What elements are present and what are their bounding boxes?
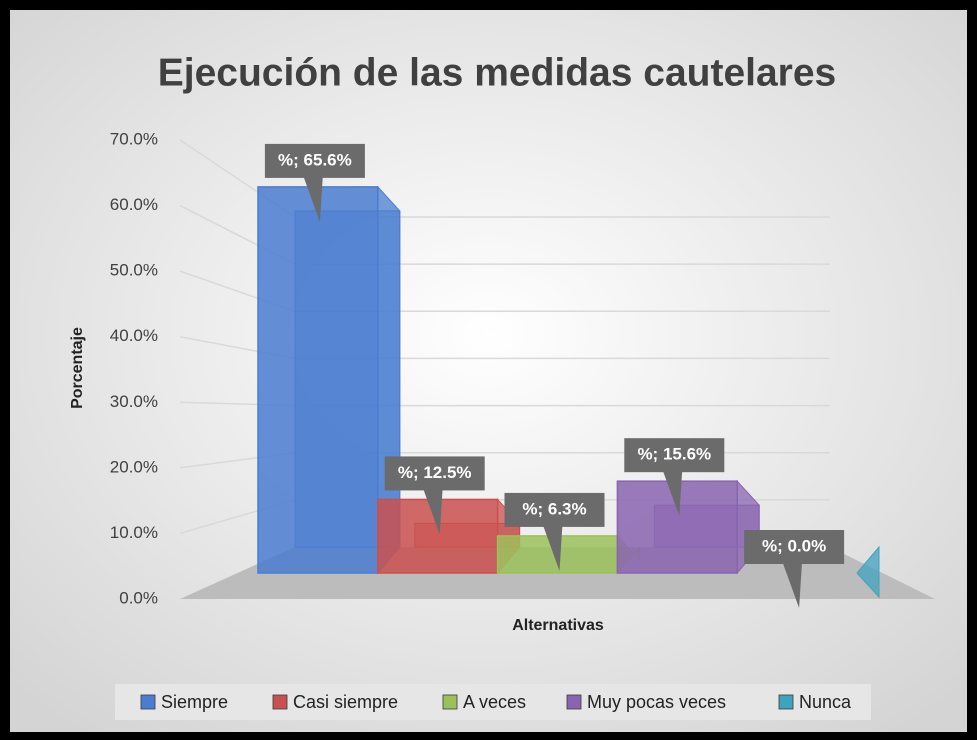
legend-label: Casi siempre <box>293 692 398 712</box>
data-label: %; 0.0% <box>762 536 826 555</box>
data-label-box <box>624 438 725 473</box>
y-tick-label: 30.0% <box>110 392 158 411</box>
label-pointer <box>782 561 803 608</box>
legend-label: Muy pocas veces <box>587 692 726 712</box>
label-pointer <box>422 487 443 535</box>
y-axis-title: Porcentaje <box>69 327 86 409</box>
label-pointer <box>302 174 323 222</box>
legend-label: Siempre <box>161 692 228 712</box>
y-tick-label: 40.0% <box>110 326 158 345</box>
label-pointer <box>662 469 683 517</box>
bar <box>257 186 379 574</box>
x-axis-title: Alternativas <box>512 617 604 634</box>
chart-title: Ejecución de las medidas cautelares <box>158 51 836 94</box>
legend-label: A veces <box>463 692 526 712</box>
legend-label: Nunca <box>799 692 852 712</box>
bar-side <box>856 545 880 599</box>
legend-swatch <box>272 694 288 710</box>
y-tick-label: 20.0% <box>110 457 158 476</box>
y-tick-label: 10.0% <box>110 523 158 542</box>
data-label: %; 65.6% <box>278 150 352 169</box>
legend-swatch <box>442 694 458 710</box>
legend-swatch <box>140 694 156 710</box>
data-label: %; 12.5% <box>398 463 472 482</box>
legend-swatch <box>566 694 582 710</box>
label-pointer <box>542 523 563 571</box>
y-tick-label: 50.0% <box>110 261 158 280</box>
legend-box <box>115 684 871 720</box>
y-tick-label: 0.0% <box>119 588 158 607</box>
data-label-box <box>744 530 845 564</box>
data-label-box <box>384 456 485 491</box>
data-label-box <box>504 492 605 527</box>
data-label: %; 6.3% <box>522 499 586 518</box>
y-tick-label: 60.0% <box>110 195 158 214</box>
data-label-box <box>264 143 365 178</box>
legend-swatch <box>778 694 794 710</box>
y-tick-label: 70.0% <box>110 129 158 148</box>
data-label: %; 15.6% <box>637 445 711 464</box>
chart-background <box>10 10 967 732</box>
